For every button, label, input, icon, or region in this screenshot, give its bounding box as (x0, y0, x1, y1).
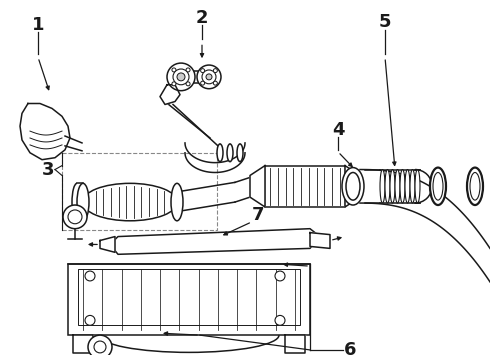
Circle shape (94, 341, 106, 353)
Text: 2: 2 (196, 9, 208, 27)
Polygon shape (110, 229, 320, 254)
Text: 5: 5 (379, 13, 391, 31)
Ellipse shape (342, 167, 364, 205)
Ellipse shape (433, 172, 443, 200)
Circle shape (172, 82, 176, 86)
Ellipse shape (415, 170, 420, 203)
Circle shape (275, 315, 285, 325)
Polygon shape (73, 335, 93, 353)
Circle shape (213, 69, 218, 73)
Ellipse shape (82, 183, 177, 221)
Polygon shape (160, 85, 180, 104)
Circle shape (85, 271, 95, 281)
Ellipse shape (77, 183, 89, 221)
Circle shape (200, 81, 205, 85)
Ellipse shape (430, 167, 446, 205)
Ellipse shape (410, 170, 415, 203)
Polygon shape (20, 103, 70, 160)
Circle shape (197, 65, 221, 89)
Ellipse shape (171, 183, 183, 221)
Polygon shape (250, 166, 265, 207)
Circle shape (68, 210, 82, 224)
Circle shape (173, 69, 189, 85)
Ellipse shape (390, 170, 395, 203)
Ellipse shape (395, 170, 400, 203)
Polygon shape (310, 233, 330, 248)
Ellipse shape (405, 170, 410, 203)
Bar (68, 264, 310, 335)
Bar (175, 71, 215, 83)
Ellipse shape (467, 167, 483, 205)
Ellipse shape (385, 170, 390, 203)
Polygon shape (285, 335, 305, 353)
Circle shape (85, 315, 95, 325)
Text: 4: 4 (332, 121, 344, 139)
Bar (265, 166, 345, 207)
Ellipse shape (400, 170, 405, 203)
Ellipse shape (227, 144, 233, 162)
Circle shape (275, 271, 285, 281)
Ellipse shape (470, 172, 480, 200)
Polygon shape (100, 237, 115, 252)
Ellipse shape (380, 170, 385, 203)
Bar (62, 153, 217, 230)
Text: 1: 1 (32, 15, 44, 33)
Circle shape (177, 73, 185, 81)
Text: 3: 3 (42, 161, 54, 179)
Ellipse shape (217, 144, 223, 162)
Polygon shape (345, 166, 360, 207)
Circle shape (186, 82, 190, 86)
Text: 6: 6 (344, 341, 356, 359)
Circle shape (167, 63, 195, 91)
Circle shape (63, 205, 87, 229)
Circle shape (200, 69, 205, 73)
Circle shape (213, 81, 218, 85)
Circle shape (206, 74, 212, 80)
Bar (78, 269, 300, 325)
Circle shape (202, 70, 216, 84)
Circle shape (88, 335, 112, 359)
Ellipse shape (237, 144, 243, 162)
Text: 7: 7 (252, 206, 264, 224)
Ellipse shape (346, 172, 360, 200)
Circle shape (172, 68, 176, 72)
Circle shape (186, 68, 190, 72)
